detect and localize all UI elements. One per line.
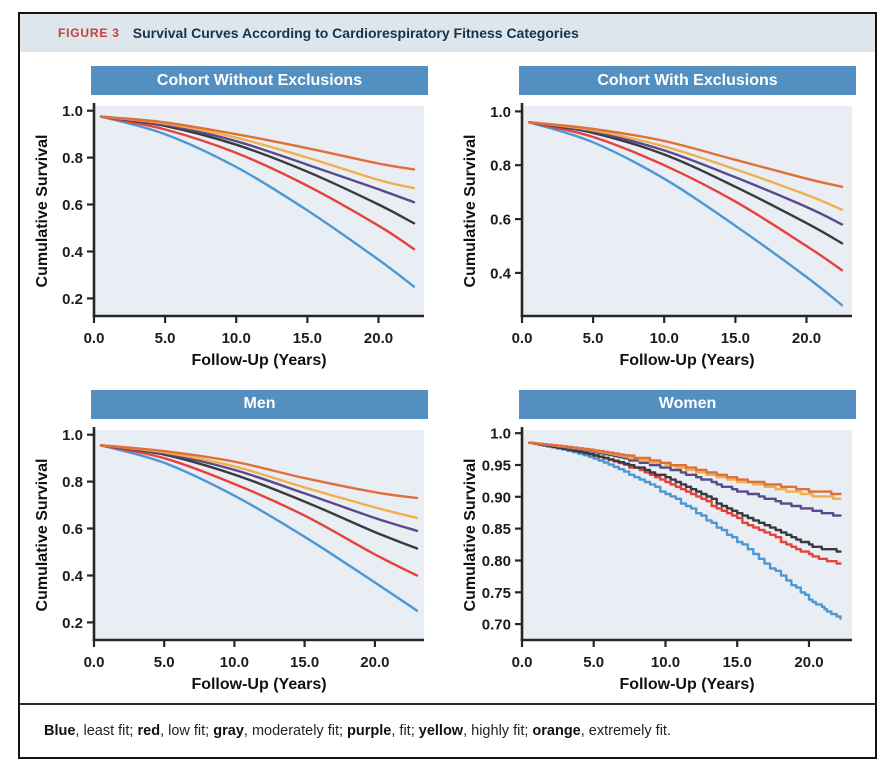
svg-text:0.6: 0.6 [62, 197, 83, 214]
svg-text:0.2: 0.2 [62, 614, 83, 631]
panel-cohort-with-exclusions: Cohort With Exclusions 1.0 0.8 0.6 0.4 0.0 5.… [458, 64, 862, 380]
caption-text: Blue, least fit; red, low fit; gray, mod… [44, 723, 671, 739]
svg-text:0.6: 0.6 [490, 212, 511, 229]
figure-titlebar: FIGURE 3 Survival Curves According to Ca… [20, 14, 875, 52]
svg-text:0.6: 0.6 [62, 521, 83, 538]
svg-text:0.4: 0.4 [62, 568, 84, 585]
svg-text:20.0: 20.0 [794, 654, 823, 671]
svg-text:5.0: 5.0 [154, 654, 175, 671]
svg-text:Follow-Up (Years): Follow-Up (Years) [191, 676, 326, 693]
panel-title: Women [658, 395, 717, 412]
svg-text:0.8: 0.8 [62, 474, 83, 491]
survival-chart-women: 1.0 0.95 0.90 0.85 0.80 0.75 0.70 0.0 5.0 10.0 15.… [462, 425, 852, 693]
svg-text:Follow-Up (Years): Follow-Up (Years) [619, 352, 754, 369]
svg-text:10.0: 10.0 [651, 654, 680, 671]
svg-text:5.0: 5.0 [583, 330, 604, 347]
panel-header-men: Men [91, 389, 428, 419]
svg-text:0.8: 0.8 [62, 150, 83, 167]
svg-text:1.0: 1.0 [62, 103, 83, 120]
svg-text:0.85: 0.85 [482, 521, 511, 538]
figure-title: Survival Curves According to Cardiorespi… [132, 25, 579, 41]
svg-text:0.2: 0.2 [62, 291, 83, 308]
svg-text:0.70: 0.70 [482, 616, 511, 633]
svg-text:20.0: 20.0 [360, 654, 389, 671]
svg-text:1.0: 1.0 [490, 425, 511, 442]
panel-header-women: Women [519, 389, 856, 419]
panel-title: Cohort Without Exclusions [156, 71, 363, 89]
panel-cohort-without-exclusions: Cohort Without Exclusions 1.0 0.8 0.6 0.4 0.… [30, 64, 434, 380]
panel-header-cohort-with-exclusions: Cohort With Exclusions [519, 66, 856, 95]
svg-text:20.0: 20.0 [364, 330, 393, 347]
svg-text:Follow-Up (Years): Follow-Up (Years) [191, 352, 326, 369]
svg-text:10.0: 10.0 [222, 330, 251, 347]
svg-text:10.0: 10.0 [650, 330, 679, 347]
panel-header-cohort-without-exclusions: Cohort Without Exclusions [91, 66, 428, 95]
svg-text:Cumulative Survival: Cumulative Survival [34, 135, 51, 288]
survival-chart-cohort-with-exclusions: 1.0 0.8 0.6 0.4 0.0 5.0 10.0 15.0 20.0 Follow-Up … [462, 103, 852, 369]
svg-text:0.80: 0.80 [482, 553, 511, 570]
svg-text:0.0: 0.0 [512, 330, 533, 347]
panel-women: Women 1.0 0.95 0.90 0.85 0.80 0.75 0.70 0.0 5.0 1… [458, 388, 862, 704]
svg-text:15.0: 15.0 [721, 330, 750, 347]
svg-text:1.0: 1.0 [490, 104, 511, 121]
svg-text:Cumulative Survival: Cumulative Survival [462, 458, 479, 611]
svg-text:0.4: 0.4 [490, 265, 512, 282]
svg-text:0.8: 0.8 [490, 158, 511, 175]
figure-frame: FIGURE 3 Survival Curves According to Ca… [18, 12, 877, 759]
survival-chart-men: 1.0 0.8 0.6 0.4 0.2 0.0 5.0 10.0 15.0 20.0 Follow-… [34, 426, 424, 693]
svg-text:15.0: 15.0 [723, 654, 752, 671]
svg-text:20.0: 20.0 [792, 330, 821, 347]
svg-text:1.0: 1.0 [62, 427, 83, 444]
svg-text:0.0: 0.0 [84, 330, 105, 347]
panel-title: Men [243, 395, 276, 412]
panel-grid: Cohort Without Exclusions 1.0 0.8 0.6 0.4 0.… [20, 52, 875, 703]
survival-chart-cohort-without-exclusions: 1.0 0.8 0.6 0.4 0.2 0.0 5.0 10.0 15.0 20.0 Follow-… [34, 103, 424, 369]
svg-text:0.95: 0.95 [482, 457, 511, 474]
panel-title: Cohort With Exclusions [597, 71, 778, 89]
svg-text:15.0: 15.0 [293, 330, 322, 347]
svg-text:0.4: 0.4 [62, 244, 84, 261]
svg-text:5.0: 5.0 [583, 654, 604, 671]
svg-text:0.75: 0.75 [482, 584, 511, 601]
svg-text:Cumulative Survival: Cumulative Survival [34, 458, 51, 611]
svg-text:10.0: 10.0 [220, 654, 249, 671]
svg-text:Cumulative Survival: Cumulative Survival [462, 135, 479, 288]
figure-caption: Blue, least fit; red, low fit; gray, mod… [20, 703, 875, 757]
svg-text:5.0: 5.0 [155, 330, 176, 347]
panel-men: Men 1.0 0.8 0.6 0.4 0.2 0.0 5.0 10.0 15.0 20.0 Fol… [30, 388, 434, 704]
svg-text:0.0: 0.0 [84, 654, 105, 671]
svg-text:0.0: 0.0 [512, 654, 533, 671]
svg-text:Follow-Up (Years): Follow-Up (Years) [619, 676, 754, 693]
svg-text:15.0: 15.0 [290, 654, 319, 671]
figure-label: FIGURE 3 [58, 26, 120, 40]
svg-text:0.90: 0.90 [482, 489, 511, 506]
